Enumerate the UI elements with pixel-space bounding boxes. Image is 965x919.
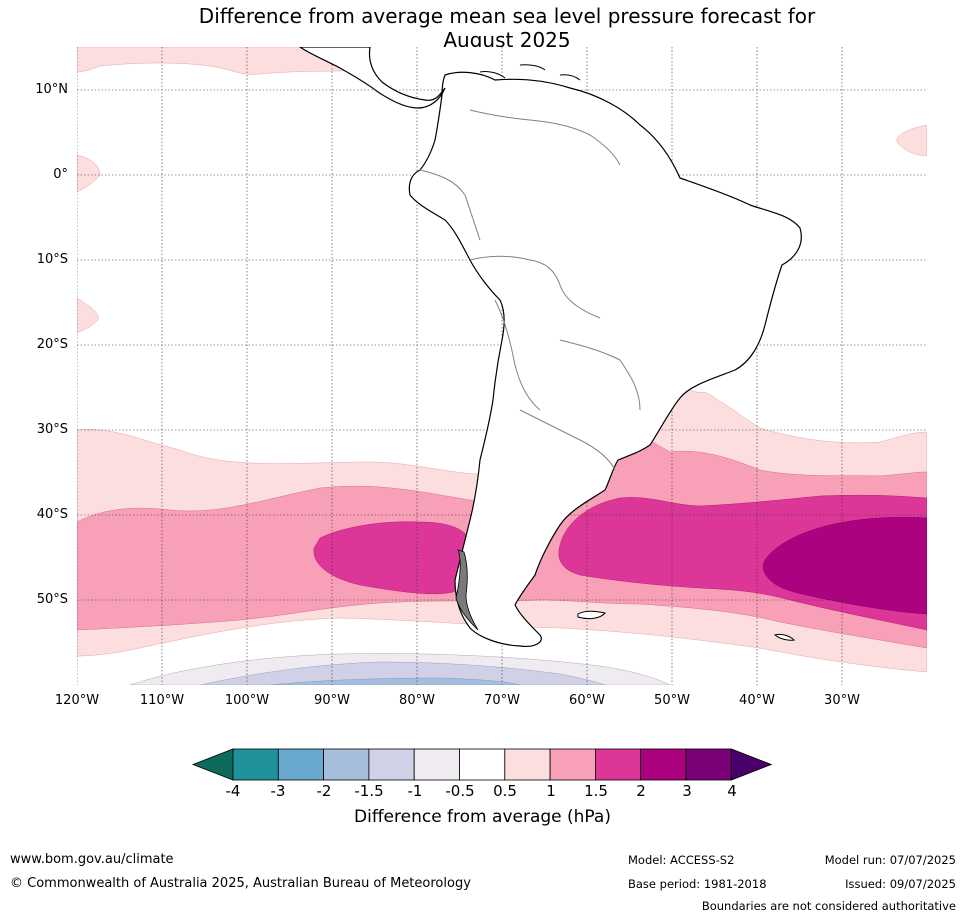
colorbar-tick: 2 xyxy=(636,782,646,800)
colorbar-label: Difference from average (hPa) xyxy=(354,807,611,827)
lon-label-60w: 60°W xyxy=(569,693,605,708)
south-georgia xyxy=(773,633,796,641)
lon-label-90w: 90°W xyxy=(314,693,350,708)
base-period: Base period: 1981-2018 xyxy=(628,877,767,891)
lon-label-40w: 40°W xyxy=(739,693,775,708)
colorbar-tick: 3 xyxy=(682,782,692,800)
lat-label-50s: 50°S xyxy=(36,592,68,607)
lon-label-50w: 50°W xyxy=(654,693,690,708)
colorbar-tick: -4 xyxy=(225,782,241,800)
lat-label-10s: 10°S xyxy=(36,252,68,267)
lat-label-0: 0° xyxy=(53,167,68,182)
title-line-1: Difference from average mean sea level p… xyxy=(198,4,816,28)
copyright-text: © Commonwealth of Australia 2025, Austra… xyxy=(10,876,471,891)
lon-label-110w: 110°W xyxy=(139,693,185,708)
anomaly-region-0.5-east xyxy=(896,124,927,157)
issued-date: Issued: 09/07/2025 xyxy=(845,877,956,891)
colorbar-tick: 1 xyxy=(546,782,556,800)
lon-label-30w: 30°W xyxy=(824,693,860,708)
anomaly-region-0.5-equator xyxy=(77,154,101,193)
caribbean-islands xyxy=(479,64,581,81)
lat-label-20s: 20°S xyxy=(36,337,68,352)
lat-label-10n: 10°N xyxy=(35,82,68,97)
colorbar-tick: -1 xyxy=(407,782,423,800)
map-title: Difference from average mean sea level p… xyxy=(0,4,965,52)
anomaly-region-neg-1 xyxy=(199,661,606,685)
model-run-date: Model run: 07/07/2025 xyxy=(824,853,956,867)
country-borders xyxy=(419,109,641,471)
lat-label-30s: 30°S xyxy=(36,422,68,437)
boundary-disclaimer: Boundaries are not considered authoritat… xyxy=(701,899,956,913)
anomaly-region-0.5-20s xyxy=(77,297,99,334)
lon-label-80w: 80°W xyxy=(399,693,435,708)
colorbar-tick: -3 xyxy=(270,782,286,800)
colorbar-tick: -0.5 xyxy=(445,782,475,800)
lon-label-120w: 120°W xyxy=(54,693,100,708)
central-america-coastline xyxy=(298,47,446,109)
chilean-fjords xyxy=(455,549,479,631)
lat-label-40s: 40°S xyxy=(36,507,68,522)
anomaly-region-2 xyxy=(762,517,927,615)
falkland-islands xyxy=(577,610,606,620)
website-link[interactable]: www.bom.gov.au/climate xyxy=(10,852,174,867)
lon-label-70w: 70°W xyxy=(484,693,520,708)
colorbar-tick: -1.5 xyxy=(354,782,384,800)
model-name: Model: ACCESS-S2 xyxy=(628,853,735,867)
lon-label-100w: 100°W xyxy=(224,693,270,708)
colorbar-tick: 4 xyxy=(727,782,737,800)
south-america-coastline xyxy=(408,71,802,647)
colorbar-tick: 0.5 xyxy=(493,782,517,800)
anomaly-region-neg-1.5 xyxy=(269,677,521,685)
colorbar-tick: -2 xyxy=(316,782,332,800)
colorbar-tick: 1.5 xyxy=(584,782,608,800)
